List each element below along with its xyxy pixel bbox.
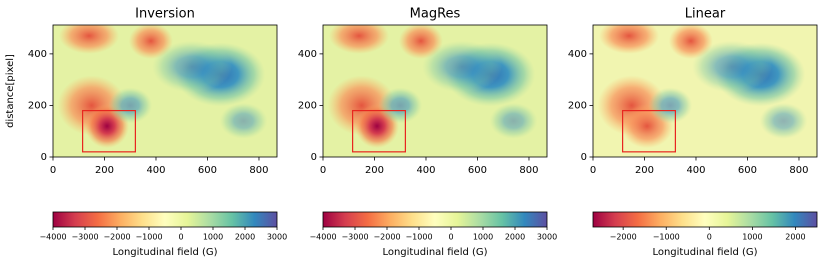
colorbar-tick-label: 2000 xyxy=(505,233,525,242)
colorbar-tick-label: −3000 xyxy=(341,233,368,242)
region xyxy=(759,102,808,139)
colorbar-tick-label: −1000 xyxy=(405,233,432,242)
colorbar-label: Longitudinal field (G) xyxy=(382,247,487,258)
colorbar-tick-label: 3000 xyxy=(537,233,557,242)
heatmap-image xyxy=(593,25,817,157)
region xyxy=(152,40,233,93)
colorbar-tick-label: 2000 xyxy=(235,233,255,242)
heatmap-image xyxy=(323,25,547,157)
x-tick-label: 400 xyxy=(416,165,435,176)
axes-frame xyxy=(322,24,548,158)
heatmap-image xyxy=(53,25,277,157)
region xyxy=(59,25,120,54)
y-tick-label: 200 xyxy=(298,100,317,111)
y-tick-label: 0 xyxy=(41,152,47,163)
chart-title: Linear xyxy=(685,7,726,22)
y-tick-label: 0 xyxy=(311,152,317,163)
x-tick-label: 800 xyxy=(789,165,808,176)
colorbar-tick-label: 2000 xyxy=(785,233,805,242)
y-tick-label: 400 xyxy=(28,49,47,60)
region xyxy=(489,102,538,139)
colorbar-tick-label: −1000 xyxy=(135,233,162,242)
x-tick-label: 600 xyxy=(468,165,487,176)
colorbar-tick-label: 0 xyxy=(448,233,453,242)
x-tick-label: 0 xyxy=(50,165,56,176)
colorbar-tick-label: 1000 xyxy=(742,233,762,242)
x-tick-label: 200 xyxy=(95,165,114,176)
axes-frame xyxy=(592,24,818,158)
x-tick-label: 0 xyxy=(590,165,596,176)
colorbar-tick-label: −2000 xyxy=(373,233,400,242)
x-tick-label: 800 xyxy=(249,165,268,176)
region xyxy=(648,87,693,124)
x-tick-label: 200 xyxy=(635,165,654,176)
x-tick-label: 400 xyxy=(686,165,705,176)
chart-title: MagRes xyxy=(410,7,461,22)
y-axis-label: distance[pixel] xyxy=(5,54,16,128)
colorbar-tick-label: 0 xyxy=(707,233,712,242)
box xyxy=(352,109,406,153)
region xyxy=(219,102,268,139)
colorbar-label: Longitudinal field (G) xyxy=(652,247,757,258)
colorbar-tick-label: 0 xyxy=(178,233,183,242)
region xyxy=(422,40,503,93)
region xyxy=(692,40,773,93)
box xyxy=(622,109,676,153)
colorbar xyxy=(52,211,278,228)
colorbar-tick-label: −1000 xyxy=(653,233,680,242)
x-tick-label: 400 xyxy=(146,165,165,176)
x-tick-label: 800 xyxy=(519,165,538,176)
x-tick-label: 0 xyxy=(320,165,326,176)
region xyxy=(108,87,153,124)
region xyxy=(329,25,390,54)
colorbar-tick-label: −3000 xyxy=(71,233,98,242)
region xyxy=(599,25,660,54)
colorbar-tick-label: 3000 xyxy=(267,233,287,242)
y-tick-label: 200 xyxy=(568,100,587,111)
region xyxy=(378,87,423,124)
y-tick-label: 0 xyxy=(581,152,587,163)
x-tick-label: 200 xyxy=(365,165,384,176)
chart-title: Inversion xyxy=(135,7,195,22)
colorbar-label: Longitudinal field (G) xyxy=(112,247,217,258)
colorbar-tick-label: −4000 xyxy=(309,233,336,242)
colorbar-tick-label: −2000 xyxy=(103,233,130,242)
colorbar-tick-label: 1000 xyxy=(203,233,223,242)
colorbar-tick-label: −4000 xyxy=(39,233,66,242)
colorbar xyxy=(592,211,818,228)
y-tick-label: 400 xyxy=(298,49,317,60)
colorbar-tick-label: −2000 xyxy=(610,233,637,242)
x-tick-label: 600 xyxy=(198,165,217,176)
y-tick-label: 200 xyxy=(28,100,47,111)
colorbar-tick-label: 1000 xyxy=(473,233,493,242)
axes-frame xyxy=(52,24,278,158)
x-tick-label: 600 xyxy=(738,165,757,176)
colorbar xyxy=(322,211,548,228)
y-tick-label: 400 xyxy=(568,49,587,60)
box xyxy=(82,109,136,153)
